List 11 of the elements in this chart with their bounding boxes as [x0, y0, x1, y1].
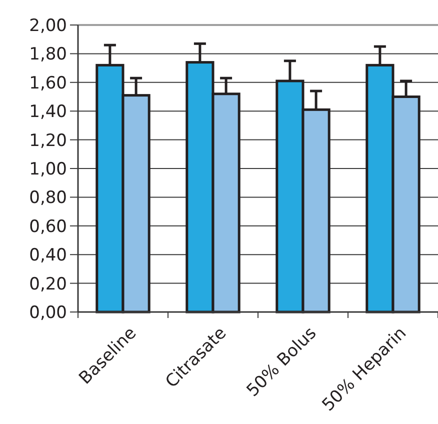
y-tick-label: 2,00: [29, 16, 67, 36]
y-tick-label: 0,00: [29, 302, 67, 323]
y-tick-label: 0,40: [29, 246, 67, 266]
y-tick-label: 0,20: [29, 274, 67, 294]
y-tick-label: 1,00: [29, 159, 67, 180]
y-tick-label: 1,20: [29, 130, 67, 151]
y-tick-label: 1,40: [29, 102, 67, 122]
y-tick-label: 1,60: [29, 73, 67, 94]
y-tick-label: 1,80: [29, 44, 67, 65]
y-tick-label: 0,80: [29, 188, 67, 208]
y-tick-label: 0,60: [29, 216, 67, 237]
